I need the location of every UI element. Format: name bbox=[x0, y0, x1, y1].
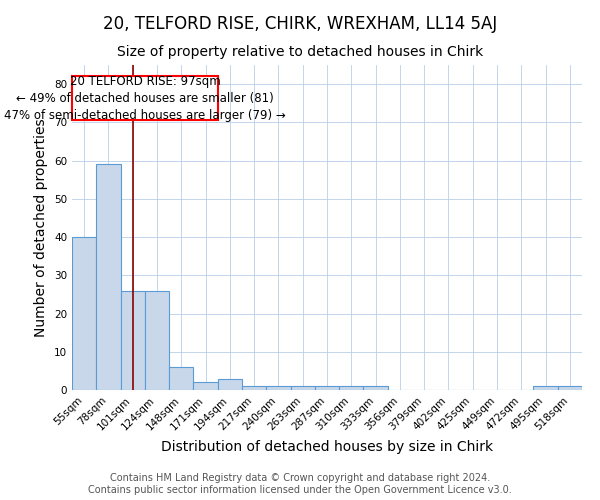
FancyBboxPatch shape bbox=[73, 76, 218, 120]
Bar bbox=[242, 386, 266, 390]
X-axis label: Distribution of detached houses by size in Chirk: Distribution of detached houses by size … bbox=[161, 440, 493, 454]
Bar bbox=[290, 386, 315, 390]
Bar bbox=[339, 386, 364, 390]
Bar bbox=[121, 290, 145, 390]
Bar bbox=[96, 164, 121, 390]
Text: 20, TELFORD RISE, CHIRK, WREXHAM, LL14 5AJ: 20, TELFORD RISE, CHIRK, WREXHAM, LL14 5… bbox=[103, 15, 497, 33]
Bar bbox=[315, 386, 339, 390]
Bar bbox=[145, 290, 169, 390]
Text: 20 TELFORD RISE: 97sqm
← 49% of detached houses are smaller (81)
47% of semi-det: 20 TELFORD RISE: 97sqm ← 49% of detached… bbox=[4, 75, 286, 122]
Y-axis label: Number of detached properties: Number of detached properties bbox=[34, 118, 49, 337]
Text: Contains HM Land Registry data © Crown copyright and database right 2024.
Contai: Contains HM Land Registry data © Crown c… bbox=[88, 474, 512, 495]
Bar bbox=[72, 237, 96, 390]
Text: Size of property relative to detached houses in Chirk: Size of property relative to detached ho… bbox=[117, 45, 483, 59]
Bar bbox=[266, 386, 290, 390]
Bar bbox=[218, 378, 242, 390]
Bar bbox=[364, 386, 388, 390]
Bar bbox=[193, 382, 218, 390]
Bar bbox=[533, 386, 558, 390]
Bar bbox=[169, 367, 193, 390]
Bar bbox=[558, 386, 582, 390]
